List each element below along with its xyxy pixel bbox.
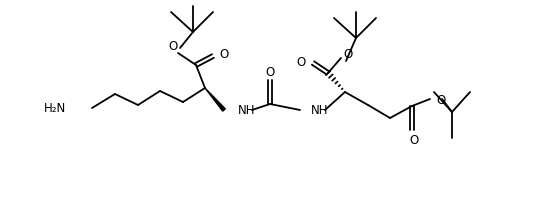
Text: NH: NH <box>238 103 256 117</box>
Text: O: O <box>410 134 419 146</box>
Text: O: O <box>219 47 228 60</box>
Text: H₂N: H₂N <box>44 102 66 114</box>
Text: O: O <box>265 66 275 78</box>
Text: O: O <box>296 56 306 68</box>
Polygon shape <box>205 88 225 111</box>
Text: O: O <box>343 49 352 61</box>
Text: O: O <box>168 40 177 53</box>
Text: O: O <box>436 93 445 106</box>
Text: NH: NH <box>311 103 329 117</box>
